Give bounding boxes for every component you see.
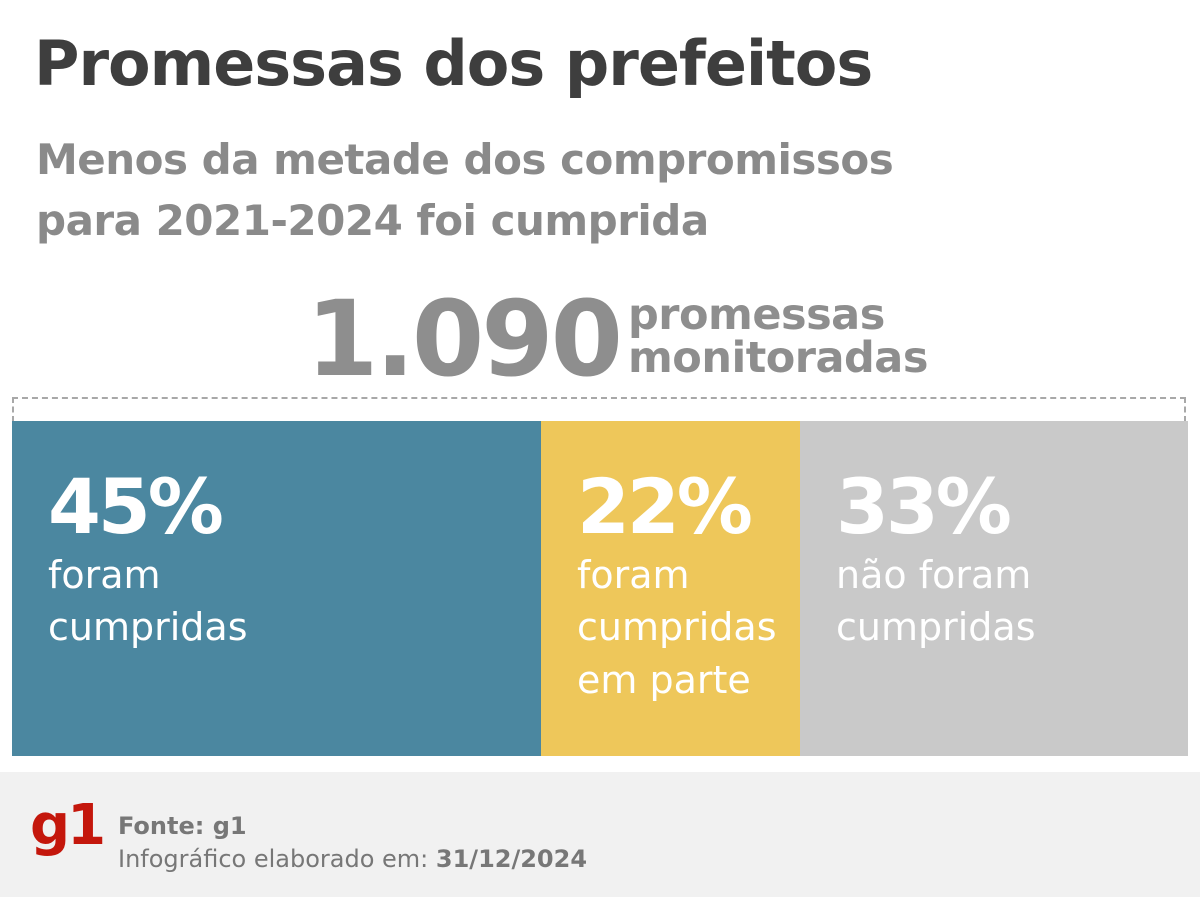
total-count: 1.090 — [306, 278, 623, 400]
subtitle-line-2: para 2021-2024 foi cumprida — [36, 195, 709, 245]
segment-description-line: em parte — [577, 657, 751, 702]
credit-text: Infográfico elaborado em: 31/12/2024 — [118, 843, 587, 876]
segment-percent-label: 45% — [48, 462, 224, 551]
segment-description-line: foram — [48, 552, 161, 597]
total-label-line-1: promessas — [628, 290, 885, 340]
segment-percent-label: 33% — [836, 462, 1012, 551]
bar-segment-nao-cumpridas: 33% não foram cumpridas — [800, 421, 1188, 756]
segment-description-line: não foram — [836, 552, 1032, 597]
chart-title: Promessas dos prefeitos — [34, 27, 873, 100]
segment-percent-label: 22% — [577, 462, 753, 551]
chart-subtitle: Menos da metade dos compromissos para 20… — [36, 130, 894, 252]
total-count-label: promessas monitoradas — [628, 294, 928, 380]
bar-segment-cumpridas: 45% foram cumpridas — [12, 421, 541, 756]
segment-description-line: cumpridas — [836, 605, 1036, 650]
bar-segment-cumpridas-em-parte: 22% foram cumpridas em parte — [541, 421, 800, 756]
stacked-bar: 45% foram cumpridas 22% foram cumpridas em par… — [12, 421, 1188, 756]
total-bracket — [12, 397, 1186, 441]
credit-label: Infográfico elaborado em: — [118, 845, 429, 873]
credit-date: 31/12/2024 — [435, 845, 588, 873]
segment-description: não foram cumpridas — [836, 549, 1188, 654]
footer: g1 Fonte: g1 Infográfico elaborado em: 3… — [0, 772, 1200, 897]
total-label-line-2: monitoradas — [628, 333, 928, 383]
segment-description: foram cumpridas em parte — [577, 549, 800, 706]
segment-description-line: cumpridas — [577, 605, 777, 650]
source-text: Fonte: g1 — [118, 812, 247, 840]
segment-description-line: cumpridas — [48, 605, 248, 650]
segment-description-line: foram — [577, 552, 690, 597]
g1-logo: g1 — [30, 793, 106, 858]
segment-description: foram cumpridas — [48, 549, 541, 654]
subtitle-line-1: Menos da metade dos compromissos — [36, 135, 894, 184]
